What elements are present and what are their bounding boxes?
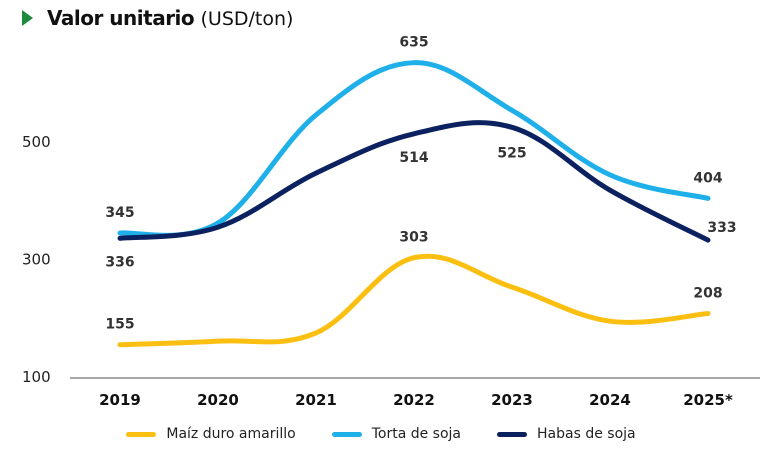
title-unit: (USD/ton) [200,8,294,30]
y-tick-label: 500 [22,133,51,151]
data-label: 345 [105,205,134,221]
title-text: Valor unitario [47,6,195,30]
data-label: 525 [497,145,526,161]
x-tick-label: 2019 [99,391,141,409]
x-tick-label: 2023 [491,391,533,409]
legend-label: Torta de soja [371,426,462,442]
x-tick-label: 2022 [393,391,435,409]
data-label: 333 [707,220,736,236]
x-tick-label: 2021 [295,391,337,409]
data-label: 155 [105,317,134,333]
y-tick-label: 300 [22,251,51,269]
legend-swatch [497,431,528,437]
y-tick-label: 100 [22,368,51,386]
legend-label: Maíz duro amarillo [166,426,296,442]
x-tick-label: 2020 [197,391,239,409]
legend-swatch [331,431,362,437]
legend-item: Torta de soja [331,426,462,442]
legend-swatch [126,431,157,437]
legend: Maíz duro amarillo Torta de soja Habas de … [0,426,762,442]
data-label: 635 [399,35,428,51]
legend-item: Maíz duro amarillo [126,426,296,442]
series-line-0 [117,253,711,348]
legend-label: Habas de soja [537,426,636,442]
chart-title: Valor unitario (USD/ton) [22,6,293,30]
legend-item: Habas de soja [497,426,636,442]
data-label: 303 [399,230,428,246]
data-label: 514 [399,150,428,166]
data-label: 208 [693,286,722,302]
data-label: 404 [693,170,722,186]
x-tick-label: 2024 [589,391,631,409]
triangle-bullet-icon [22,10,33,26]
x-tick-label: 2025* [683,391,733,409]
data-label: 336 [105,254,134,270]
